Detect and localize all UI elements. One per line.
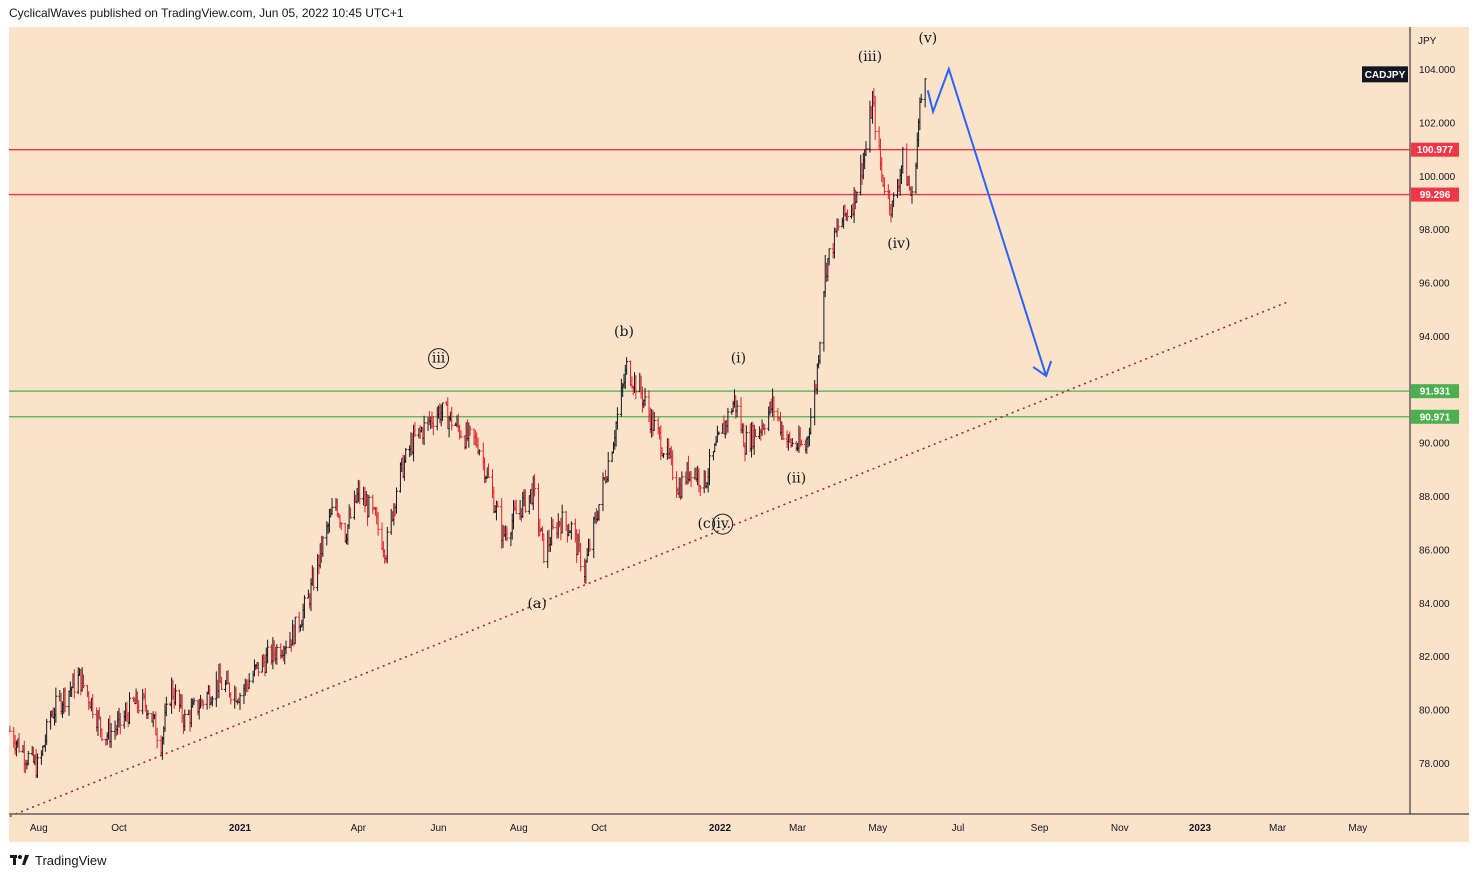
x-tick-label: Oct [591, 823, 607, 834]
wave-label: (c) [697, 516, 716, 532]
price-chart[interactable]: JPY 104.000 102.000 100.000 98.000 96.000 94.0… [9, 27, 1469, 842]
wave-label: (i) [731, 351, 746, 367]
x-tick-label: Aug [510, 823, 528, 834]
wave-label: (v) [918, 30, 937, 46]
wave-label: (b) [614, 324, 634, 340]
y-tick-label: 84.000 [1419, 599, 1450, 610]
y-tick-label: 96.000 [1419, 279, 1450, 290]
x-tick-label: May [1348, 823, 1367, 834]
chart-background [9, 27, 1469, 842]
wave-label: (ii) [786, 471, 806, 487]
y-tick-label: 86.000 [1419, 545, 1450, 556]
level-price-tag [1411, 187, 1459, 202]
x-tick-label: Jun [431, 823, 447, 834]
tradingview-logo-icon [10, 854, 30, 866]
brand-name: TradingView [35, 852, 107, 868]
level-price-tag [1411, 142, 1459, 157]
level-price-tag [1411, 409, 1459, 424]
wave-label: iv [716, 516, 728, 532]
wave-label-circle [712, 513, 734, 535]
y-tick-label: 104.000 [1419, 65, 1456, 76]
level-price-tag [1411, 384, 1459, 399]
chart-frame[interactable]: JPY 104.000 102.000 100.000 98.000 96.000 94.0… [9, 27, 1469, 842]
tradingview-brand[interactable]: TradingView [10, 851, 107, 869]
level-price-label: 90.971 [1420, 412, 1451, 423]
wave-label: iii [432, 351, 446, 367]
y-tick-label: 90.000 [1419, 439, 1450, 450]
x-tick-label: Sep [1031, 823, 1049, 834]
wave-label: (iii) [858, 49, 882, 65]
symbol-tag [1362, 66, 1408, 83]
trendline[interactable] [9, 300, 1290, 818]
wave-label: (a) [528, 596, 547, 612]
level-price-label: 91.931 [1420, 387, 1451, 398]
y-tick-label: 78.000 [1419, 759, 1450, 770]
x-tick-label: Oct [111, 823, 127, 834]
currency-label: JPY [1418, 36, 1437, 47]
price-axis-panel[interactable] [1410, 27, 1469, 842]
x-tick-label: 2023 [1189, 823, 1212, 834]
x-tick-label: 2021 [229, 823, 252, 834]
wave-label: (iv) [887, 236, 910, 252]
y-tick-label: 98.000 [1419, 225, 1450, 236]
x-tick-label: Mar [1269, 823, 1287, 834]
y-tick-label: 94.000 [1419, 332, 1450, 343]
x-tick-label: Nov [1111, 823, 1129, 834]
x-tick-label: May [868, 823, 887, 834]
level-price-label: 99.296 [1420, 190, 1451, 201]
x-tick-label: Mar [789, 823, 807, 834]
level-price-label: 100.977 [1417, 145, 1454, 156]
publish-info: CyclicalWaves published on TradingView.c… [9, 6, 404, 20]
y-tick-label: 88.000 [1419, 492, 1450, 503]
projection-path[interactable] [926, 65, 1048, 377]
y-tick-label: 100.000 [1419, 172, 1456, 183]
x-tick-label: Jul [952, 823, 965, 834]
y-tick-label: 82.000 [1419, 652, 1450, 663]
x-tick-label: 2022 [709, 823, 732, 834]
symbol-label: CADJPY [1365, 70, 1406, 81]
x-tick-label: Apr [351, 823, 367, 834]
y-tick-label: 80.000 [1419, 706, 1450, 717]
y-tick-label: 102.000 [1419, 118, 1456, 129]
wave-label-circle [428, 348, 450, 370]
x-tick-label: Aug [30, 823, 48, 834]
projection-arrowhead [1032, 360, 1053, 378]
